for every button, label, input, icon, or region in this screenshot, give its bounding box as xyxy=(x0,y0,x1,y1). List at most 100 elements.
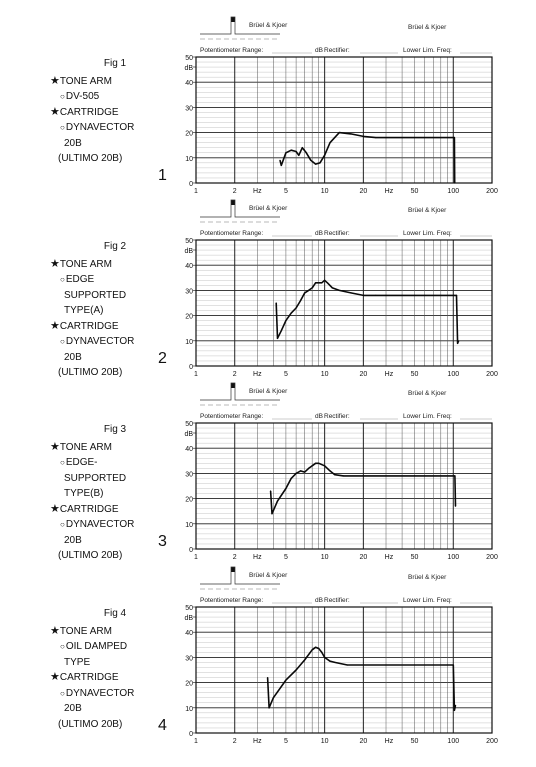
x-tick-label: 20 xyxy=(359,554,367,561)
x-tick-label: Hz xyxy=(385,554,394,561)
data-point xyxy=(285,152,287,154)
brand-label: Brüel & Kjoer xyxy=(408,207,447,214)
x-tick-label: 200 xyxy=(486,188,498,195)
data-point xyxy=(324,656,326,658)
x-tick-label: 5 xyxy=(284,554,288,561)
x-tick-label: 5 xyxy=(284,188,288,195)
x-tick-label: Hz xyxy=(385,738,394,745)
pulse-symbol xyxy=(200,566,280,590)
x-tick-label: 20 xyxy=(359,738,367,745)
figure-title: Fig 2 xyxy=(103,241,127,252)
data-point xyxy=(455,294,458,296)
pulse-symbol xyxy=(200,16,280,40)
legend-line: EDGE xyxy=(50,272,170,288)
legend-line: 20B xyxy=(64,534,82,546)
y-tick-label: 50 xyxy=(185,421,193,428)
y-tick-label: dB xyxy=(184,65,193,72)
db-label: dB xyxy=(315,597,323,604)
response-curve xyxy=(275,279,460,345)
data-point xyxy=(342,475,344,477)
y-tick-label: 40 xyxy=(185,80,193,87)
data-point xyxy=(453,137,455,139)
x-tick-label: 100 xyxy=(447,738,459,745)
figure-number: 3 xyxy=(158,533,167,550)
data-point xyxy=(324,279,326,281)
data-point xyxy=(424,294,426,296)
data-point xyxy=(310,159,312,161)
plot-frame xyxy=(195,239,493,367)
legend-line: CARTRIDGE xyxy=(50,319,170,335)
data-point xyxy=(321,651,323,653)
brand-label: Brüel & Kjoer xyxy=(408,574,447,581)
figure-panel-2: Fig 2 TONE ARMEDGESUPPORTED TYPE(A) CARTRID… xyxy=(0,195,536,378)
figure-title: Fig 1 xyxy=(103,58,127,69)
x-tick-label: 50 xyxy=(411,554,419,561)
data-point xyxy=(298,154,300,156)
legend-line: SUPPORTED xyxy=(64,289,127,301)
data-point xyxy=(432,664,434,666)
data-point xyxy=(385,664,387,666)
data-point xyxy=(270,490,272,492)
data-point xyxy=(329,660,331,662)
data-point xyxy=(452,664,454,666)
y-tick-label: 0 xyxy=(189,364,193,371)
x-tick-label: Hz xyxy=(253,371,262,378)
x-tick-label: Hz xyxy=(253,738,262,745)
rectifier-label: Rectifier: xyxy=(324,47,350,54)
data-point xyxy=(285,487,287,490)
pulse-symbol xyxy=(200,382,280,406)
data-point xyxy=(414,294,416,296)
y-tick-label: 40 xyxy=(185,446,193,453)
data-point xyxy=(301,147,303,149)
data-point xyxy=(321,282,323,284)
lower-limit-label: Lower Lim. Freq: xyxy=(403,230,452,237)
potentiometer-label: Potentiometer Range: xyxy=(200,47,263,54)
x-tick-label: 2 xyxy=(233,188,237,195)
data-point xyxy=(458,340,460,342)
plot-frame xyxy=(195,606,493,734)
data-point xyxy=(385,475,387,477)
data-point xyxy=(338,289,340,291)
x-tick-label: 1 xyxy=(194,188,198,195)
x-tick-label: 1 xyxy=(194,554,198,561)
chart-grid xyxy=(195,239,493,367)
x-tick-label: Hz xyxy=(385,188,394,195)
x-tick-label: 1 xyxy=(194,738,198,745)
data-point xyxy=(350,292,352,294)
x-tick-label: 20 xyxy=(359,188,367,195)
y-tick-label: 10 xyxy=(185,522,193,529)
data-point xyxy=(454,505,457,507)
data-point xyxy=(276,337,279,339)
data-point xyxy=(331,287,333,289)
data-point xyxy=(311,649,313,651)
y-tick-label: 50 xyxy=(185,605,193,612)
data-point xyxy=(304,471,306,473)
data-point xyxy=(350,133,352,135)
data-point xyxy=(385,137,387,139)
data-point xyxy=(346,664,348,666)
rectifier-label: Rectifier: xyxy=(324,230,350,237)
potentiometer-label: Potentiometer Range: xyxy=(200,230,263,237)
data-point xyxy=(315,646,317,648)
data-point xyxy=(268,707,270,709)
figure-number: 2 xyxy=(158,350,167,367)
chart-grid xyxy=(195,56,493,184)
x-tick-label: 50 xyxy=(411,188,419,195)
x-tick-label: Hz xyxy=(253,554,262,561)
data-point xyxy=(338,132,340,134)
x-tick-label: 50 xyxy=(411,371,419,378)
brand-label: Brüel & Kjoer xyxy=(408,390,447,397)
legend-line: (ULTIMO 20B) xyxy=(58,550,123,561)
legend-line: DYNAVECTOR xyxy=(50,517,170,533)
x-tick-label: 5 xyxy=(284,738,288,745)
x-tick-label: 20 xyxy=(359,371,367,378)
y-tick-label: 30 xyxy=(185,471,193,478)
data-point xyxy=(329,470,331,472)
plot-frame xyxy=(195,56,493,184)
data-point xyxy=(315,462,317,464)
legend-line: SUPPORTED xyxy=(64,472,127,484)
figure-number: 1 xyxy=(158,167,167,184)
data-point xyxy=(457,342,459,344)
x-tick-label: 10 xyxy=(321,738,329,745)
